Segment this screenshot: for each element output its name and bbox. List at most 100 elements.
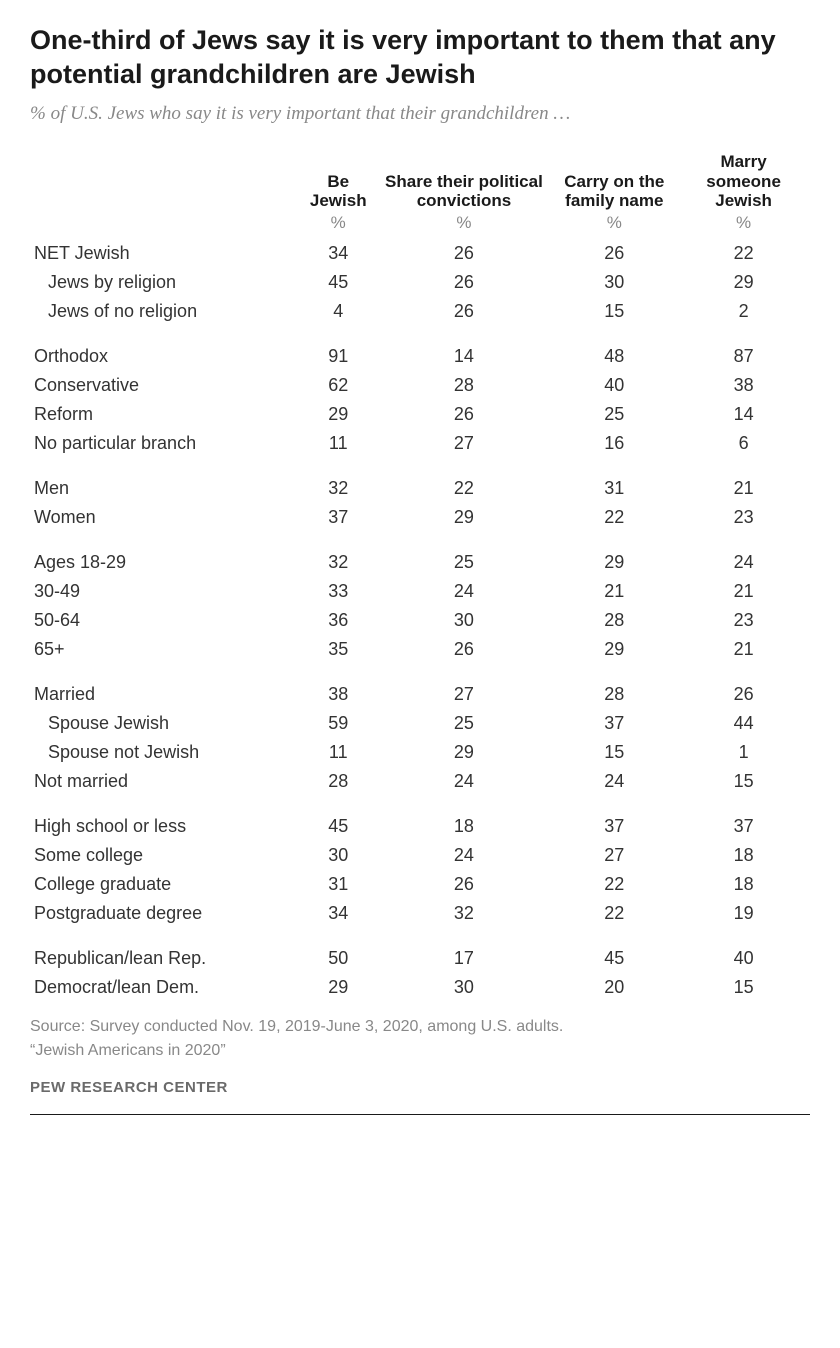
cell-value: 22 [376, 458, 551, 503]
row-label: Not married [30, 767, 300, 796]
cell-value: 6 [677, 429, 810, 458]
cell-value: 32 [376, 899, 551, 928]
cell-value: 31 [551, 458, 677, 503]
table-row: Postgraduate degree34322219 [30, 899, 810, 928]
row-label: Jews of no religion [30, 297, 300, 326]
pct-unit: % [551, 213, 677, 239]
row-label: Women [30, 503, 300, 532]
cell-value: 59 [300, 709, 376, 738]
cell-value: 21 [677, 635, 810, 664]
cell-value: 11 [300, 429, 376, 458]
cell-value: 48 [551, 326, 677, 371]
cell-value: 21 [677, 577, 810, 606]
cell-value: 28 [376, 371, 551, 400]
cell-value: 26 [376, 635, 551, 664]
cell-value: 28 [551, 664, 677, 709]
cell-value: 23 [677, 503, 810, 532]
cell-value: 15 [551, 738, 677, 767]
table-row: Spouse not Jewish1129151 [30, 738, 810, 767]
cell-value: 32 [300, 532, 376, 577]
cell-value: 15 [551, 297, 677, 326]
cell-value: 28 [300, 767, 376, 796]
table-row: Republican/lean Rep.50174540 [30, 928, 810, 973]
cell-value: 37 [300, 503, 376, 532]
row-label: No particular branch [30, 429, 300, 458]
cell-value: 38 [300, 664, 376, 709]
col-header-3: Carry on the family name [551, 148, 677, 213]
row-label: Men [30, 458, 300, 503]
cell-value: 29 [376, 503, 551, 532]
cell-value: 18 [376, 796, 551, 841]
cell-value: 50 [300, 928, 376, 973]
cell-value: 17 [376, 928, 551, 973]
cell-value: 30 [376, 973, 551, 1002]
cell-value: 31 [300, 870, 376, 899]
table-row: Men32223121 [30, 458, 810, 503]
row-label: 65+ [30, 635, 300, 664]
table-header-row: Be Jewish Share their political convicti… [30, 148, 810, 213]
table-row: Ages 18-2932252924 [30, 532, 810, 577]
cell-value: 22 [677, 239, 810, 268]
cell-value: 21 [677, 458, 810, 503]
cell-value: 14 [677, 400, 810, 429]
row-label: NET Jewish [30, 239, 300, 268]
cell-value: 26 [677, 664, 810, 709]
row-label: 30-49 [30, 577, 300, 606]
cell-value: 37 [551, 709, 677, 738]
table-row: Democrat/lean Dem.29302015 [30, 973, 810, 1002]
cell-value: 29 [677, 268, 810, 297]
row-label: Democrat/lean Dem. [30, 973, 300, 1002]
cell-value: 27 [376, 429, 551, 458]
org-credit: PEW RESEARCH CENTER [30, 1079, 810, 1096]
cell-value: 35 [300, 635, 376, 664]
cell-value: 24 [376, 767, 551, 796]
cell-value: 44 [677, 709, 810, 738]
row-label: Spouse not Jewish [30, 738, 300, 767]
cell-value: 24 [376, 577, 551, 606]
cell-value: 40 [677, 928, 810, 973]
cell-value: 25 [551, 400, 677, 429]
cell-value: 19 [677, 899, 810, 928]
cell-value: 27 [376, 664, 551, 709]
table-row: No particular branch1127166 [30, 429, 810, 458]
cell-value: 33 [300, 577, 376, 606]
table-row: Jews of no religion426152 [30, 297, 810, 326]
cell-value: 25 [376, 532, 551, 577]
cell-value: 22 [551, 870, 677, 899]
pct-unit: % [300, 213, 376, 239]
table-row: High school or less45183737 [30, 796, 810, 841]
table-row: Conservative62284038 [30, 371, 810, 400]
table-row: Not married28242415 [30, 767, 810, 796]
chart-title: One-third of Jews say it is very importa… [30, 24, 810, 92]
cell-value: 29 [300, 973, 376, 1002]
cell-value: 24 [551, 767, 677, 796]
cell-value: 62 [300, 371, 376, 400]
cell-value: 40 [551, 371, 677, 400]
cell-value: 29 [300, 400, 376, 429]
source-line-2: “Jewish Americans in 2020” [30, 1040, 810, 1062]
row-label: Some college [30, 841, 300, 870]
row-label: Married [30, 664, 300, 709]
cell-value: 1 [677, 738, 810, 767]
cell-value: 26 [376, 239, 551, 268]
cell-value: 15 [677, 973, 810, 1002]
table-row: Reform29262514 [30, 400, 810, 429]
cell-value: 4 [300, 297, 376, 326]
table-row: Jews by religion45263029 [30, 268, 810, 297]
table-row: Married38272826 [30, 664, 810, 709]
col-header-1: Be Jewish [300, 148, 376, 213]
cell-value: 26 [376, 870, 551, 899]
cell-value: 14 [376, 326, 551, 371]
cell-value: 37 [551, 796, 677, 841]
table-row: College graduate31262218 [30, 870, 810, 899]
cell-value: 29 [551, 635, 677, 664]
cell-value: 22 [551, 503, 677, 532]
row-label: College graduate [30, 870, 300, 899]
row-label: Conservative [30, 371, 300, 400]
chart-subtitle: % of U.S. Jews who say it is very import… [30, 102, 810, 127]
chart-footer: Source: Survey conducted Nov. 19, 2019-J… [30, 1016, 810, 1115]
row-label: Ages 18-29 [30, 532, 300, 577]
cell-value: 32 [300, 458, 376, 503]
cell-value: 30 [376, 606, 551, 635]
cell-value: 25 [376, 709, 551, 738]
